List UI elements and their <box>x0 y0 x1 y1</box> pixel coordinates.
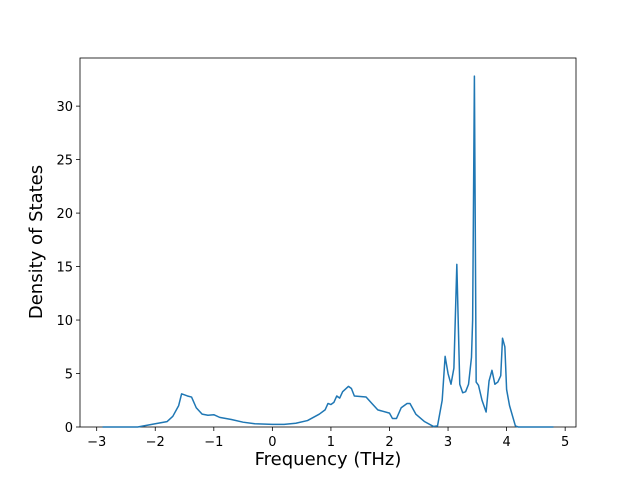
y-tick-label: 15 <box>56 261 73 276</box>
y-tick-label: 30 <box>56 100 73 115</box>
y-tick-label: 20 <box>56 207 73 222</box>
x-tick-label: 3 <box>444 435 452 450</box>
y-tick-label: 10 <box>56 314 73 329</box>
x-tick-label: −3 <box>87 435 106 450</box>
x-tick-label: −1 <box>204 435 223 450</box>
x-axis-label: Frequency (THz) <box>255 449 402 470</box>
x-tick-label: −2 <box>146 435 165 450</box>
x-tick-label: 1 <box>327 435 335 450</box>
data-line <box>102 75 554 428</box>
x-tick-label: 5 <box>561 435 569 450</box>
y-tick-label: 5 <box>65 368 73 383</box>
x-tick-label: 0 <box>268 435 276 450</box>
y-tick-label: 25 <box>56 154 73 169</box>
x-tick-label: 2 <box>385 435 393 450</box>
plot-frame <box>79 57 577 428</box>
y-axis-label: Density of States <box>26 165 47 319</box>
y-tick-label: 0 <box>65 421 73 436</box>
x-tick-label: 4 <box>502 435 510 450</box>
